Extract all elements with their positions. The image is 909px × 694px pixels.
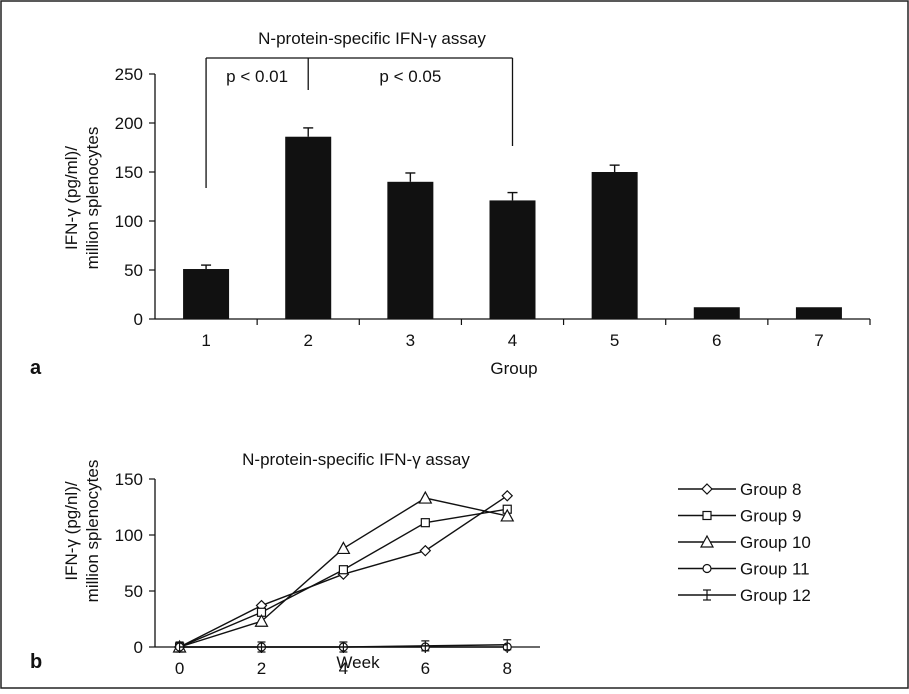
square-marker [420,518,430,528]
panel-a-y-tick-label: 0 [134,310,143,329]
legend-label: Group 8 [740,480,801,499]
panel-b-x-tick-label: 4 [339,659,348,678]
triangle-marker [336,541,351,555]
panel-a-x-tick-label: 7 [814,331,823,350]
panel-b-y-tick-label: 150 [115,470,143,489]
panel-b-plot: 0 50 100 150 0 2 4 6 8 Group 8 Group 9 Group 10 Grou… [115,470,811,678]
triangle-marker [418,490,433,504]
panel-a-ylabel-line2: million splenocytes [83,127,102,270]
panel-a-bar [795,307,842,319]
panel-a-x-tick-label: 5 [610,331,619,350]
triangle-marker [500,508,515,522]
panel-a-bar [183,269,230,319]
panel-a-bar [591,172,638,319]
panel-a-bar [387,181,434,319]
circle-marker [702,563,712,574]
panel-a-bar [285,136,332,319]
panel-a-y-tick-label: 50 [124,261,143,280]
panel-b-x-tick-label: 2 [257,659,266,678]
panel-b-x-tick-label: 6 [421,659,430,678]
panel-b-ylabel-line2: million splenocytes [83,460,102,603]
panel-a-y-tick-label: 250 [115,65,143,84]
panel-a-label: a [30,357,42,379]
panel-b-y-tick-label: 100 [115,526,143,545]
panel-a-y-tick-label: 150 [115,163,143,182]
triangle-marker [254,613,269,627]
legend-label: Group 9 [740,507,801,526]
panel-b-title: N-protein-specific IFN-γ assay [242,450,470,469]
panel-a-ylabel-line1: IFN-γ (pg/ml)/ [62,146,81,250]
panel-a-xlabel: Group [490,359,537,378]
triangle-marker [699,534,715,548]
panel-a-bar [489,200,536,319]
panel-a-x-tick-label: 4 [508,331,517,350]
panel-b-ylabel-line1: IFN-γ (pg/nl)/ [62,481,81,580]
panel-a-annotation: p < 0.01 [226,67,288,86]
panel-a-bar [693,307,740,319]
panel-a-plot: 0 50 100 150 200 250 1 2 3 4 5 6 7 p < 0.01 p < 0.05 [115,57,871,350]
panel-a-x-tick-label: 2 [303,331,312,350]
panel-a-x-tick-label: 1 [201,331,210,350]
panel-b-label: b [30,651,42,673]
panel-b-y-tick-label: 0 [134,638,143,657]
legend-label: Group 11 [740,560,810,579]
panel-a-annotation: p < 0.05 [379,67,441,86]
square-marker [702,510,712,521]
panel-b-y-tick-label: 50 [124,582,143,601]
panel-b-x-tick-label: 0 [175,659,184,678]
panel-a-y-tick-label: 200 [115,114,143,133]
legend-label: Group 12 [740,586,811,605]
panel-b-xlabel: Week [336,653,380,672]
panel-a-x-tick-label: 3 [406,331,415,350]
legend-label: Group 10 [740,533,811,552]
panel-a-x-tick-label: 6 [712,331,721,350]
panel-b-x-tick-label: 8 [502,659,511,678]
panel-a-y-tick-label: 100 [115,212,143,231]
square-marker [338,565,349,575]
diamond-marker [701,483,713,495]
panel-a-title: N-protein-specific IFN-γ assay [258,29,486,48]
diamond-marker [419,544,432,557]
diamond-marker [501,489,514,502]
